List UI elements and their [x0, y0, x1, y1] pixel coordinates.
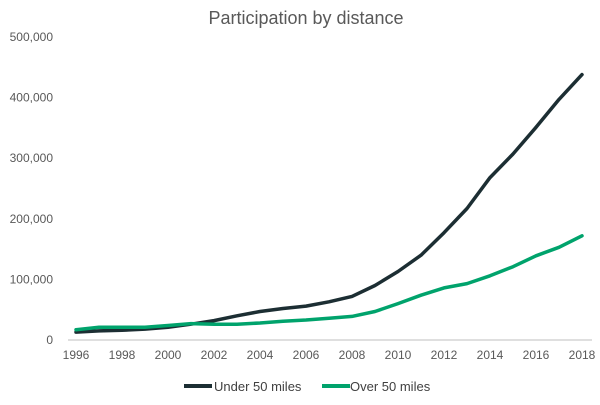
y-tick-label: 300,000 — [10, 151, 54, 165]
x-tick-label: 2018 — [569, 348, 596, 362]
x-tick-label: 2006 — [293, 348, 320, 362]
x-tick-label: 2012 — [431, 348, 458, 362]
legend: Under 50 miles Over 50 miles — [184, 379, 431, 394]
y-tick-label: 400,000 — [10, 91, 54, 105]
legend-label-under-50-miles: Under 50 miles — [214, 379, 302, 394]
series-lines — [74, 72, 584, 334]
y-tick-label: 0 — [46, 333, 53, 347]
series-line-under-50-miles — [74, 72, 584, 334]
y-tick-label: 500,000 — [10, 30, 54, 44]
x-tick-label: 1998 — [109, 348, 136, 362]
series-line-over-50-miles — [74, 234, 584, 332]
x-tick-label: 2008 — [339, 348, 366, 362]
x-tick-label: 2000 — [155, 348, 182, 362]
x-tick-label: 1996 — [63, 348, 90, 362]
legend-label-over-50-miles: Over 50 miles — [350, 379, 431, 394]
y-tick-label: 100,000 — [10, 272, 54, 286]
x-tick-label: 2010 — [385, 348, 412, 362]
y-tick-label: 200,000 — [10, 212, 54, 226]
x-tick-label: 2002 — [201, 348, 228, 362]
y-axis-ticks: 0 100,000 200,000 300,000 400,000 500,000 — [10, 30, 54, 347]
x-tick-label: 2016 — [523, 348, 550, 362]
x-tick-label: 2004 — [247, 348, 274, 362]
x-axis-ticks: 1996 1998 2000 2002 2004 2006 2008 2010 2012 2014… — [63, 348, 596, 362]
chart-title: Participation by distance — [208, 8, 403, 28]
x-tick-label: 2014 — [477, 348, 504, 362]
